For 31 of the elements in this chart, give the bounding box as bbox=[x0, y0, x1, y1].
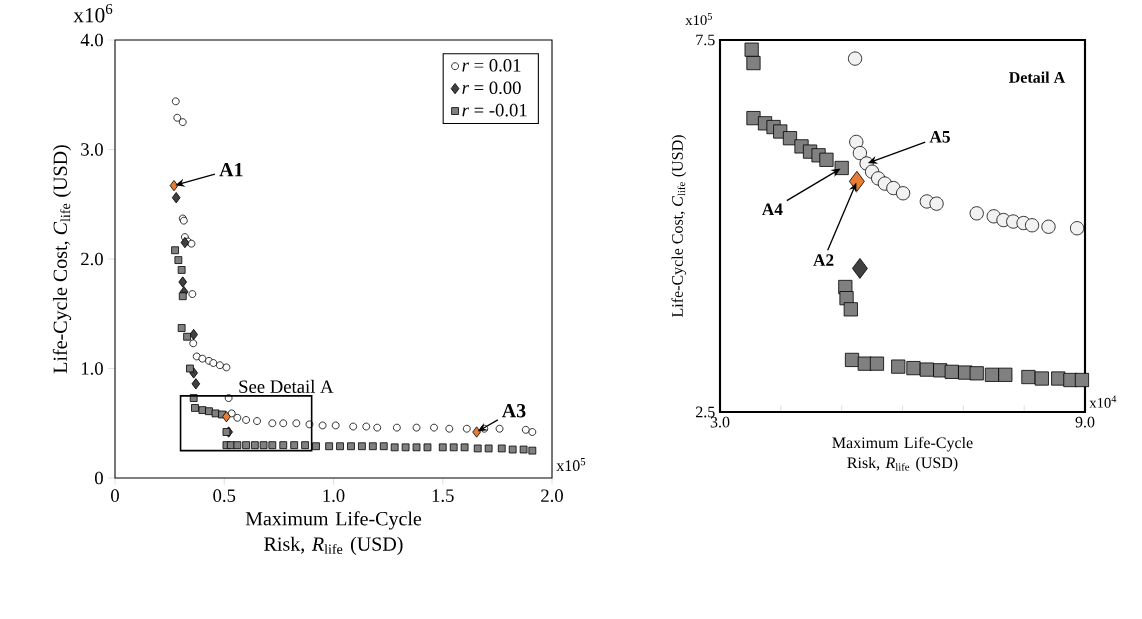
x-tick-label: 1.0 bbox=[323, 489, 345, 503]
y-axis-title: Life-Cycle Cost, C$_{life}$ (USD) bbox=[52, 145, 72, 374]
x-tick-label: 9.0 bbox=[1075, 416, 1095, 428]
x-axis-title: Maximum Life-Cycle Risk, R$_{life}$ (USD) bbox=[245, 511, 422, 555]
x-tick-label: 0 bbox=[111, 489, 119, 502]
y-tick-label: 2.5 bbox=[696, 406, 715, 418]
y-axis-title: Life-Cycle Cost, C$_{life}$ (USD) bbox=[671, 135, 687, 318]
x-axis-title: Maximum Life-Cycle Risk, R$_{life}$ (USD) bbox=[832, 436, 973, 472]
y-tick-label: 7.5 bbox=[696, 34, 715, 46]
legend-label: r = 0.01 bbox=[462, 59, 521, 72]
x-tick-label: 2.0 bbox=[541, 489, 563, 503]
annotation: A5 bbox=[929, 131, 950, 143]
x-tick-label: 1.5 bbox=[432, 489, 454, 502]
legend-label: r = -0.01 bbox=[462, 103, 527, 117]
y-tick-label: 3.0 bbox=[81, 143, 103, 156]
y-tick-label: 2.0 bbox=[81, 252, 103, 266]
annotation: A1 bbox=[219, 163, 243, 177]
text: x10$^{6}$ bbox=[73, 3, 113, 23]
text: x10$^{5}$ bbox=[685, 12, 712, 26]
y-tick-label: 1.0 bbox=[81, 362, 103, 375]
annotation: A4 bbox=[761, 203, 783, 216]
text: x10$^{4}$ bbox=[1089, 395, 1117, 408]
legend-label: r = 0.00 bbox=[462, 81, 521, 95]
text: x10$^{5}$ bbox=[556, 458, 586, 472]
annotation: Detail A bbox=[1008, 71, 1066, 83]
annotation: A3 bbox=[501, 403, 526, 418]
y-tick-label: 4.0 bbox=[80, 33, 103, 47]
annotation: See Detail A bbox=[239, 379, 334, 393]
annotation: A2 bbox=[813, 254, 834, 266]
x-tick-label: 0.5 bbox=[213, 489, 236, 503]
y-tick-label: 0 bbox=[95, 471, 103, 485]
